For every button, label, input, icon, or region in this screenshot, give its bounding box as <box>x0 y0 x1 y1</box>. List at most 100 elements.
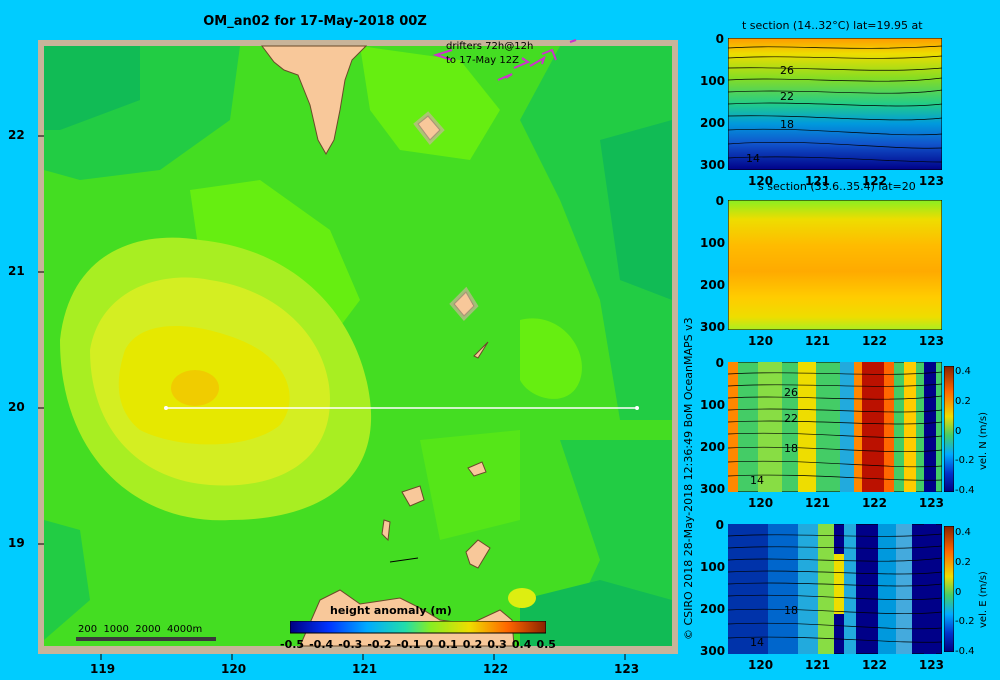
colorbar-tick: 0.3 <box>487 638 507 651</box>
ve-section-plot: 18 14 <box>728 524 942 654</box>
lat-tick: 19 <box>8 536 25 550</box>
depth-scale-bar <box>76 637 216 641</box>
s-section-plot <box>728 200 942 330</box>
colorbar-tick: -0.5 <box>280 638 305 651</box>
ve-colorbar-tick: -0.2 <box>955 616 975 628</box>
lon-tick: 122 <box>483 662 509 676</box>
scale-bar-label: 200 1000 2000 4000m <box>78 624 203 635</box>
lon-tick: 122 <box>861 658 887 672</box>
island <box>473 341 489 359</box>
depth-tick: 0 <box>715 32 724 46</box>
depth-tick: 200 <box>700 602 726 616</box>
ve-colorbar-tick: 0.2 <box>955 556 971 568</box>
colorbar-tick: 0 <box>425 638 434 651</box>
lon-tick: 122 <box>861 174 887 188</box>
contour-label: 14 <box>750 636 764 649</box>
lat-tick: 21 <box>8 264 25 278</box>
height-anomaly-field <box>44 46 672 646</box>
depth-tick: 300 <box>700 644 726 658</box>
contour-label: 14 <box>750 474 764 487</box>
depth-tick: 200 <box>700 116 726 130</box>
depth-tick: 200 <box>700 278 726 292</box>
ve-colorbar-label: vel. E (m/s) <box>978 571 989 628</box>
contour-label: 22 <box>780 90 794 103</box>
lon-tick: 121 <box>804 658 831 672</box>
depth-tick: 300 <box>700 320 726 334</box>
lat-tick: 20 <box>8 400 25 414</box>
lon-tick: 122 <box>861 496 887 510</box>
contour-label: 26 <box>780 64 794 77</box>
vn-colorbar-tick: 0 <box>955 425 962 437</box>
lon-tick: 120 <box>748 334 774 348</box>
lon-tick: 120 <box>748 496 774 510</box>
section-line <box>164 406 639 410</box>
colorbar-tick: -0.1 <box>396 638 421 651</box>
ve-colorbar-tick: 0 <box>955 586 962 598</box>
map-title: OM_an02 for 17-May-2018 00Z <box>203 14 427 29</box>
depth-tick: 100 <box>700 398 726 412</box>
depth-tick: 100 <box>700 560 726 574</box>
island <box>465 539 491 569</box>
contour-label: 18 <box>784 604 798 617</box>
depth-tick: 100 <box>700 236 726 250</box>
vn-colorbar-label: vel. N (m/s) <box>978 412 989 470</box>
lon-tick: 119 <box>90 662 116 676</box>
colorbar-tick: -0.4 <box>309 638 334 651</box>
contour-label: 26 <box>784 386 798 399</box>
vn-colorbar-ticks: 0.4 0.2 0 -0.2 -0.4 <box>955 366 975 496</box>
lon-tick: 123 <box>918 174 944 188</box>
depth-tick: 0 <box>715 356 724 370</box>
depth-tick: 300 <box>700 482 726 496</box>
t-lon-ticks: 120 121 122 123 <box>748 174 944 188</box>
depth-tick: 200 <box>700 440 726 454</box>
shelf-outline <box>413 111 479 321</box>
colorbar-tick: -0.2 <box>367 638 392 651</box>
map-figure <box>38 39 678 660</box>
colorbar-tick: 0.2 <box>462 638 483 651</box>
colorbar-tick: 0.4 <box>511 638 532 651</box>
ve-colorbar <box>944 526 954 652</box>
depth-tick: 0 <box>715 194 724 208</box>
colorbar-tick: 0.5 <box>536 638 556 651</box>
lon-tick: 123 <box>918 658 944 672</box>
contour-label: 18 <box>780 118 794 131</box>
drifter-note-line: drifters 72h@12h <box>446 41 534 52</box>
colorbar-title: height anomaly (m) <box>330 604 452 617</box>
vn-section-plot: 26 22 18 14 <box>728 362 942 492</box>
vn-lon-ticks: 120 121 122 123 <box>748 496 944 510</box>
lon-tick: 120 <box>748 658 774 672</box>
depth-tick: 0 <box>715 518 724 532</box>
taiwan-landmass <box>261 45 368 156</box>
lon-tick: 123 <box>614 662 640 676</box>
s-lon-ticks: 120 121 122 123 <box>748 334 944 348</box>
credit-line: © CSIRO 2018 28-May-2018 12:36:49 BoM Oc… <box>682 317 695 640</box>
depth-tick: 300 <box>700 158 726 172</box>
vn-colorbar <box>944 366 954 492</box>
lat-tick: 22 <box>8 128 25 142</box>
t-section-title: t section (14..32°C) lat=19.95 at <box>742 19 923 32</box>
contour-label: 18 <box>784 442 798 455</box>
island <box>381 519 391 542</box>
colorbar-ticks: -0.5 -0.4 -0.3 -0.2 -0.1 0 0.1 0.2 0.3 0… <box>280 638 556 651</box>
drifter-tracks <box>432 39 577 81</box>
lon-tick: 122 <box>861 334 887 348</box>
contour-label: 14 <box>746 152 760 165</box>
ve-lon-ticks: 120 121 122 123 <box>748 658 944 672</box>
s-depth-ticks: 0 100 200 300 <box>700 194 726 334</box>
lon-tick: 121 <box>804 334 831 348</box>
island <box>467 461 487 477</box>
drifter-note-line: to 17-May 12Z <box>446 55 519 66</box>
t-depth-ticks: 0 100 200 300 <box>700 32 726 172</box>
vn-colorbar-tick: 0.4 <box>955 366 971 377</box>
colorbar-tick: -0.3 <box>338 638 363 651</box>
lon-tick: 121 <box>804 174 831 188</box>
s-section-title: s section (33.6..35.4) lat=20 <box>758 180 916 193</box>
lon-tick: 120 <box>748 174 774 188</box>
ve-colorbar-ticks: 0.4 0.2 0 -0.2 -0.4 <box>955 527 975 657</box>
vn-colorbar-tick: -0.4 <box>955 485 975 496</box>
lon-tick: 121 <box>804 496 831 510</box>
map-ticks <box>38 135 626 660</box>
colorbar-tick: 0.1 <box>438 638 458 651</box>
t-section-plot: 26 22 18 14 <box>728 38 942 170</box>
lon-tick: 123 <box>918 334 944 348</box>
